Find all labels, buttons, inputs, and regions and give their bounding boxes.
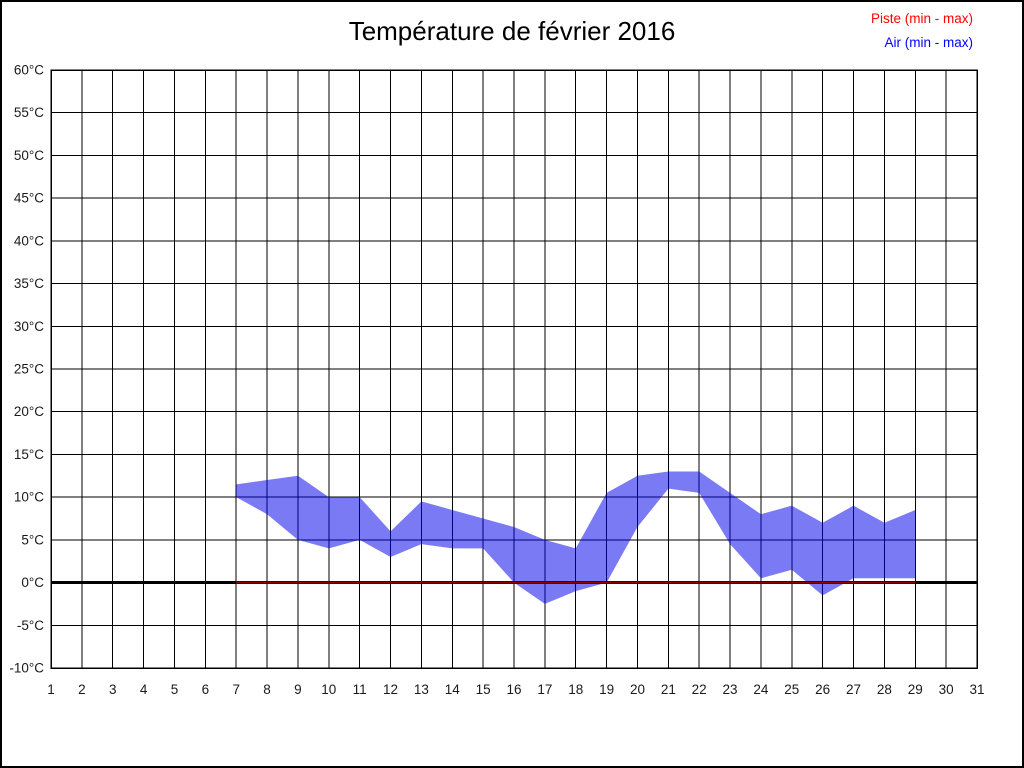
x-tick-label: 16 bbox=[506, 682, 521, 697]
y-tick-label: 30°C bbox=[14, 319, 44, 334]
y-tick-label: 25°C bbox=[14, 362, 44, 377]
x-tick-label: 5 bbox=[171, 682, 179, 697]
x-tick-label: 30 bbox=[939, 682, 954, 697]
x-tick-label: 15 bbox=[476, 682, 491, 697]
x-tick-label: 18 bbox=[568, 682, 583, 697]
x-tick-label: 14 bbox=[445, 682, 461, 697]
x-tick-label: 2 bbox=[78, 682, 86, 697]
y-tick-labels: 60°C 55°C 50°C 45°C 40°C 35°C 30°C 25°C 20°C 15°C… bbox=[9, 63, 44, 676]
x-tick-label: 3 bbox=[109, 682, 117, 697]
x-tick-label: 1 bbox=[47, 682, 55, 697]
legend-piste-label: Piste (min - max) bbox=[870, 11, 973, 26]
x-tick-label: 11 bbox=[353, 682, 367, 697]
legend: Piste (min - max) Air (min - max) bbox=[871, 7, 973, 55]
legend-air-label: Air (min - max) bbox=[884, 35, 974, 50]
y-tick-label: 35°C bbox=[14, 276, 44, 291]
x-tick-label: 13 bbox=[414, 682, 429, 697]
y-tick-label: 10°C bbox=[14, 490, 44, 505]
x-tick-label: 29 bbox=[908, 682, 923, 697]
x-tick-label: 17 bbox=[537, 682, 552, 697]
y-tick-label: 15°C bbox=[14, 447, 44, 462]
x-tick-label: 24 bbox=[753, 682, 769, 697]
plot-border bbox=[50, 69, 978, 669]
x-tick-label: 20 bbox=[630, 682, 645, 697]
chart-title: Température de février 2016 bbox=[348, 16, 676, 46]
y-tick-label: 45°C bbox=[14, 191, 44, 206]
y-tick-label: 40°C bbox=[14, 233, 44, 248]
x-tick-label: 26 bbox=[815, 682, 830, 697]
x-tick-label: 12 bbox=[383, 682, 398, 697]
y-tick-label: -10°C bbox=[9, 661, 44, 676]
x-tick-label: 23 bbox=[723, 682, 738, 697]
y-tick-label: 5°C bbox=[21, 532, 44, 547]
x-tick-label: 25 bbox=[784, 682, 799, 697]
x-tick-label: 7 bbox=[232, 682, 240, 697]
x-tick-label: 10 bbox=[321, 682, 336, 697]
x-tick-label: 31 bbox=[969, 682, 984, 697]
y-tick-label: 60°C bbox=[14, 63, 44, 78]
x-tick-label: 4 bbox=[140, 682, 148, 697]
y-tick-label: 55°C bbox=[14, 105, 44, 120]
x-tick-labels: 1 2 3 4 5 6 7 8 9 10 11 12 13 14 15 16 17 18 19 20 21 22 23 24 2… bbox=[47, 682, 984, 697]
x-tick-label: 28 bbox=[877, 682, 892, 697]
x-tick-label: 21 bbox=[661, 682, 676, 697]
y-tick-label: 0°C bbox=[21, 575, 44, 590]
x-tick-label: 8 bbox=[263, 682, 271, 697]
y-tick-label: 20°C bbox=[14, 404, 44, 419]
y-tick-label: -5°C bbox=[17, 618, 44, 633]
y-tick-label: 50°C bbox=[14, 148, 44, 163]
x-tick-label: 6 bbox=[202, 682, 210, 697]
x-tick-label: 22 bbox=[692, 682, 707, 697]
x-tick-label: 27 bbox=[846, 682, 861, 697]
x-tick-label: 9 bbox=[294, 682, 302, 697]
air-band bbox=[236, 471, 916, 604]
x-tick-label: 19 bbox=[599, 682, 614, 697]
